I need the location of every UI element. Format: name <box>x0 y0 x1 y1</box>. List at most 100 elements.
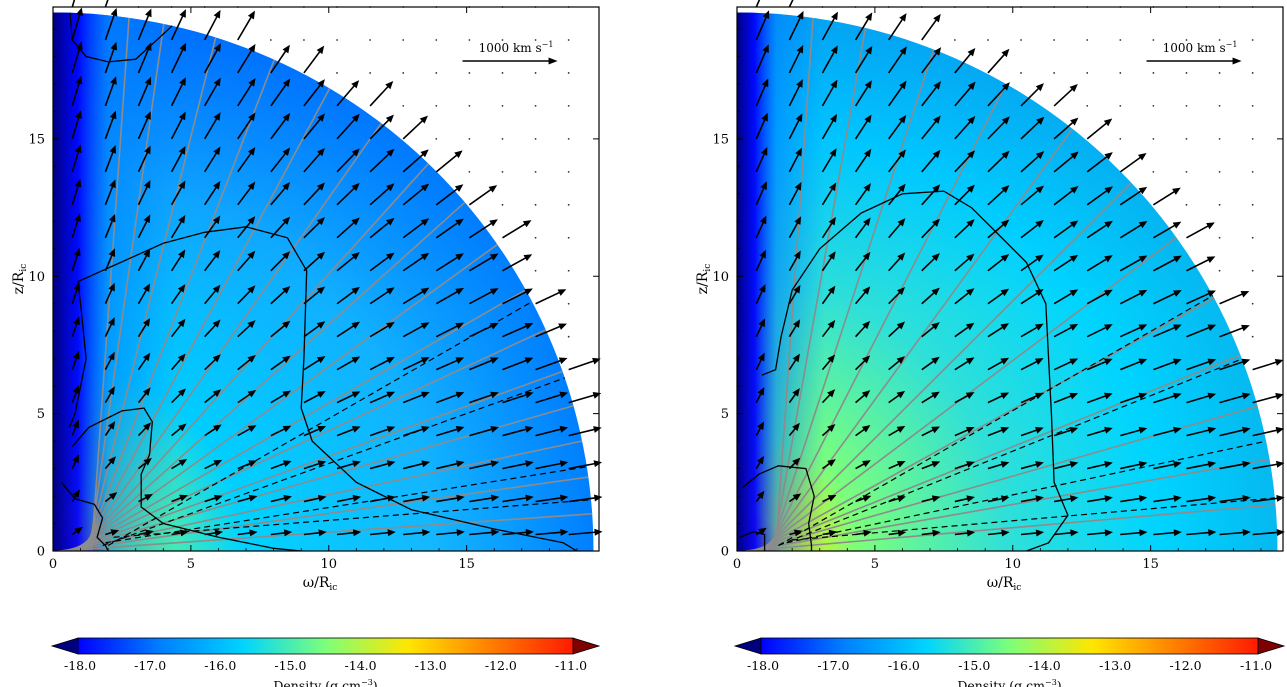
grid-dot <box>1251 105 1254 107</box>
arrow-head <box>827 285 836 295</box>
velocity-arrow <box>1120 497 1142 503</box>
colorbar-body <box>77 637 574 655</box>
velocity-arrow <box>888 222 903 239</box>
y-tick-label: 15 <box>28 132 45 147</box>
arrow-head <box>352 494 362 502</box>
arrow-head <box>896 286 906 296</box>
velocity-arrow <box>71 321 78 337</box>
velocity-arrow <box>1153 257 1177 272</box>
streamline <box>753 292 1278 552</box>
velocity-arrow <box>954 394 970 404</box>
arrow-head <box>829 182 837 192</box>
velocity-arrow <box>788 186 800 206</box>
arrow-head <box>795 113 803 123</box>
velocity-arrow <box>821 16 836 41</box>
velocity-arrow <box>104 253 114 272</box>
arrow-head <box>317 494 327 502</box>
velocity-arrow <box>987 120 1007 140</box>
arrow-head <box>865 12 873 21</box>
arrow-head <box>593 426 602 433</box>
arrow-head <box>488 185 498 193</box>
grid-dot <box>953 39 956 41</box>
colorbar-tick-label: -11.0 <box>555 658 587 673</box>
velocity-arrow <box>821 392 832 404</box>
streamline <box>67 315 594 552</box>
velocity-arrow <box>1186 531 1211 536</box>
grid-dot <box>468 170 471 173</box>
arrow-head <box>831 11 838 21</box>
grid-dot <box>468 137 471 140</box>
velocity-arrow <box>854 290 868 305</box>
sonic-line <box>792 486 1278 541</box>
velocity-arrow <box>237 15 253 41</box>
velocity-arrow <box>755 186 766 206</box>
arrow-head <box>282 44 290 54</box>
arrow-head <box>212 284 221 294</box>
x-tick-label: 15 <box>1142 557 1159 572</box>
velocity-arrow <box>987 428 1004 437</box>
velocity-arrow <box>71 115 80 140</box>
grid-dot <box>567 236 570 239</box>
velocity-arrow <box>436 428 459 437</box>
velocity-arrows <box>755 0 1285 537</box>
velocity-arrow <box>568 393 596 404</box>
velocity-arrow <box>170 116 184 140</box>
velocity-arrow <box>921 222 937 239</box>
arrow-head <box>1104 529 1113 537</box>
arrow-head <box>317 79 325 88</box>
velocity-arrow <box>369 118 391 140</box>
arrow-head <box>386 183 395 192</box>
arrow-head <box>967 47 976 57</box>
arrow-head <box>829 148 837 157</box>
arrow-head <box>110 529 120 536</box>
arrow-head <box>897 183 906 193</box>
arrow-head <box>73 282 81 291</box>
arrow-head <box>524 425 534 433</box>
velocity-arrow <box>1086 121 1109 140</box>
arrow-head <box>1070 529 1079 537</box>
arrow-head <box>351 217 360 226</box>
velocity-arrow <box>336 393 356 404</box>
grid-dot <box>1251 335 1254 338</box>
arrow-head <box>247 216 256 225</box>
velocity-arrow <box>270 186 287 206</box>
arrow-head <box>761 78 769 88</box>
velocity-arrow <box>336 152 357 173</box>
velocity-arrow <box>171 461 183 470</box>
velocity-arrow <box>336 462 356 470</box>
arrow-head <box>1274 359 1284 366</box>
arrow-head <box>897 218 906 227</box>
velocity-arrow <box>435 359 460 371</box>
velocity-arrow <box>921 256 937 272</box>
arrow-head <box>318 529 327 537</box>
velocity-arrow <box>303 83 322 107</box>
velocity-arrow <box>1153 394 1177 404</box>
velocity-arrow <box>469 531 494 536</box>
velocity-arrow <box>854 221 868 239</box>
arrow-head <box>861 390 871 398</box>
arrow-head <box>491 529 500 536</box>
velocity-arrow <box>303 289 322 305</box>
velocity-arrow <box>755 49 768 74</box>
arrow-head <box>212 354 221 363</box>
velocity-arrow <box>954 52 973 74</box>
velocity-arrow <box>137 288 148 305</box>
vector-scale-arrowhead <box>548 57 558 65</box>
arrow-head <box>1036 116 1045 125</box>
velocity-arrow <box>788 255 799 272</box>
velocity-arrow <box>854 119 869 140</box>
velocity-arrow <box>336 255 356 272</box>
grid-dot <box>567 269 570 272</box>
streamline <box>90 12 141 552</box>
arrow-head <box>144 145 151 155</box>
velocity-arrow <box>854 187 869 206</box>
grid-dot <box>1152 105 1155 107</box>
velocity-arrow <box>104 356 113 371</box>
velocity-arrow <box>71 46 81 74</box>
velocity-arrow <box>270 497 287 503</box>
arrow-head <box>525 460 534 468</box>
arrow-head <box>896 390 906 399</box>
arrow-head <box>1001 185 1010 194</box>
arrow-head <box>282 425 292 433</box>
vector-scale-arrowhead <box>1232 57 1242 65</box>
